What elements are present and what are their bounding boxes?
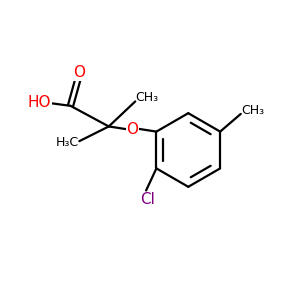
Text: CH₃: CH₃ — [241, 104, 264, 117]
Text: HO: HO — [28, 95, 51, 110]
Text: Cl: Cl — [140, 192, 155, 207]
Text: O: O — [73, 65, 85, 80]
Text: H₃C: H₃C — [56, 136, 79, 149]
Text: CH₃: CH₃ — [135, 92, 158, 104]
Text: O: O — [127, 122, 139, 136]
